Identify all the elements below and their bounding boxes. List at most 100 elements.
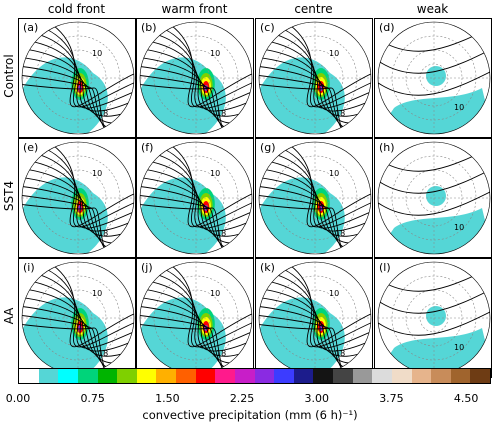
isobar-line — [259, 47, 371, 117]
contour-label: 10 — [454, 223, 464, 232]
colorbar-segment — [293, 369, 314, 383]
contour-label: 10 — [454, 343, 464, 352]
colorbar-segment — [431, 369, 451, 383]
panel-i: 10 18 (i) — [18, 258, 136, 378]
isobar-line — [140, 176, 252, 244]
colorbar-segment — [391, 369, 412, 383]
isobar-line — [259, 262, 371, 348]
isobar-line — [378, 69, 490, 96]
colorbar-segment — [19, 369, 39, 383]
colorbar — [18, 368, 491, 384]
isobar-line — [22, 203, 134, 254]
panel-l: 10 (l) — [374, 258, 492, 378]
column-title-weak: weak — [416, 2, 449, 16]
isobar-line — [140, 29, 252, 109]
precip-blob — [426, 186, 446, 206]
colorbar-segment — [352, 369, 373, 383]
panel-j: 10 18 (j) — [136, 258, 254, 378]
isobar-line — [22, 47, 134, 117]
colorbar-tick-label: 2.25 — [229, 392, 255, 405]
isobar-line — [22, 194, 134, 254]
colorbar-segment — [215, 369, 235, 383]
domain-boundary — [377, 141, 491, 255]
isobar-line — [259, 287, 371, 357]
polar-map: 10 18 — [139, 21, 253, 135]
isobar-line — [22, 22, 134, 108]
polar-map: 10 18 — [139, 261, 253, 375]
isobar-line — [140, 323, 252, 374]
isobar-line — [378, 287, 490, 314]
isobar-line — [140, 278, 252, 352]
isobar-line — [259, 296, 371, 364]
isobar-line — [22, 262, 134, 348]
isobar-line — [22, 29, 134, 109]
isobar-line — [259, 29, 371, 109]
contour-label: 18 — [335, 229, 345, 238]
panel-b: 10 18 (b) — [136, 18, 254, 138]
isobar-line — [140, 74, 252, 134]
panel-h: 10 (h) — [374, 138, 492, 258]
isobar-line — [22, 158, 134, 232]
isobar-line — [140, 203, 252, 254]
isobar-line — [259, 142, 371, 228]
isobar-line — [378, 167, 490, 194]
isobar-line — [140, 158, 252, 232]
isobar-line — [22, 142, 134, 228]
contour-label: 18 — [216, 349, 226, 358]
isobar-line — [140, 142, 252, 228]
polar-map: 10 18 — [258, 141, 372, 255]
polar-map: 10 — [377, 141, 491, 255]
isobar-line — [22, 83, 134, 134]
isobar-line — [22, 314, 134, 374]
contour-label: 10 — [210, 169, 220, 178]
panel-label: (f) — [141, 141, 154, 154]
polar-map: 10 18 — [139, 141, 253, 255]
polar-map: 10 18 — [258, 261, 372, 375]
precip-blob — [426, 306, 446, 326]
isobar-line — [259, 74, 371, 134]
contour-label: 10 — [92, 289, 102, 298]
domain-boundary — [377, 21, 491, 135]
colorbar-title: convective precipitation (mm (6 h)⁻¹) — [142, 408, 358, 422]
isobar-line — [378, 47, 490, 74]
polar-map: 10 18 — [21, 141, 135, 255]
panel-label: (g) — [260, 141, 276, 154]
colorbar-segment — [136, 369, 157, 383]
isobar-line — [259, 194, 371, 254]
contour-label: 10 — [329, 289, 339, 298]
isobar-line — [22, 74, 134, 134]
isobar-line — [140, 149, 252, 229]
polar-map: 10 — [377, 21, 491, 135]
panel-label: (b) — [141, 21, 157, 34]
panel-c: 10 18 (c) — [255, 18, 373, 138]
isobar-line — [378, 309, 490, 336]
colorbar-segment — [195, 369, 216, 383]
isobar-line — [140, 56, 252, 124]
precip-blob — [426, 66, 446, 86]
isobar-line — [22, 296, 134, 364]
colorbar-segment — [313, 369, 333, 383]
contour-label: 18 — [216, 109, 226, 118]
isobar-line — [22, 176, 134, 244]
contour-label: 18 — [335, 349, 345, 358]
contour-label: 10 — [329, 169, 339, 178]
domain-boundary — [139, 141, 253, 255]
colorbar-segment — [176, 369, 196, 383]
isobar-line — [259, 314, 371, 374]
contour-label: 18 — [335, 109, 345, 118]
isobar-line — [22, 278, 134, 352]
precip-region — [378, 208, 490, 254]
isobar-line — [259, 158, 371, 232]
isobar-line — [140, 194, 252, 254]
isobar-line — [140, 22, 252, 108]
isobar-line — [378, 189, 490, 216]
colorbar-segment — [254, 369, 275, 383]
domain-boundary — [21, 141, 135, 255]
panel-label: (c) — [260, 21, 275, 34]
colorbar-tick-label: 3.75 — [379, 392, 404, 405]
colorbar-tick-label: 4.50 — [453, 392, 479, 405]
contour-label: 10 — [329, 49, 339, 58]
polar-map: 10 — [377, 261, 491, 375]
isobar-line — [259, 56, 371, 124]
isobar-line — [140, 167, 252, 237]
